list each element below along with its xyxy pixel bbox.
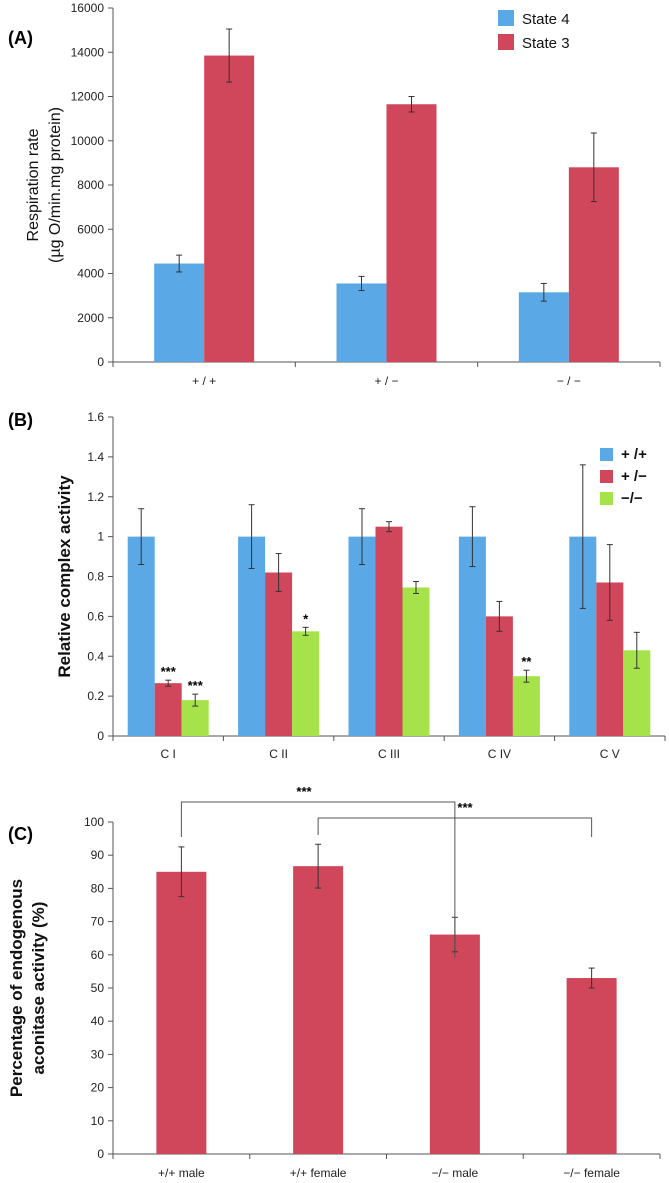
legend-swatch bbox=[498, 10, 514, 26]
y-axis-label: Respiration rate bbox=[25, 128, 42, 241]
legend-swatch bbox=[600, 492, 613, 505]
y-tick-label: 1.4 bbox=[87, 450, 104, 464]
legend-label: State 3 bbox=[522, 35, 570, 52]
y-tick-label: 20 bbox=[91, 1081, 105, 1095]
bar bbox=[154, 263, 205, 362]
y-tick-label: 0.2 bbox=[87, 689, 104, 703]
y-tick-label: 50 bbox=[91, 981, 105, 995]
bar bbox=[293, 866, 344, 1154]
legend-label: + /+ bbox=[621, 446, 647, 463]
bar bbox=[204, 55, 255, 362]
bar bbox=[429, 934, 480, 1154]
x-tick-label: C III bbox=[378, 747, 400, 761]
bar bbox=[127, 536, 155, 736]
y-tick-label: 1 bbox=[97, 530, 104, 544]
bar bbox=[386, 104, 437, 363]
panel-label: (A) bbox=[8, 28, 33, 48]
bar bbox=[156, 871, 207, 1154]
bar bbox=[348, 536, 376, 736]
x-tick-label: C V bbox=[600, 747, 620, 761]
y-tick-label: 4000 bbox=[77, 267, 104, 281]
y-tick-label: 0.8 bbox=[87, 570, 104, 584]
y-tick-label: 6000 bbox=[77, 222, 104, 236]
panel-label: (C) bbox=[8, 824, 33, 844]
y-tick-label: 14000 bbox=[71, 45, 105, 59]
y-tick-label: 10 bbox=[91, 1114, 105, 1128]
significance-marker: *** bbox=[188, 678, 204, 693]
significance-marker: *** bbox=[296, 784, 312, 799]
y-tick-label: 8000 bbox=[77, 178, 104, 192]
panel-a-chart: (A) Respiration rate (µg O/min.mg protein)… bbox=[8, 1, 661, 388]
bar bbox=[375, 526, 403, 736]
y-tick-label: 60 bbox=[91, 948, 105, 962]
y-axis-label: Relative complex activity bbox=[55, 475, 74, 678]
legend-swatch bbox=[600, 470, 613, 483]
significance-marker: *** bbox=[161, 664, 177, 679]
bar bbox=[265, 572, 293, 736]
legend-swatch bbox=[498, 34, 514, 50]
y-tick-label: 70 bbox=[91, 915, 105, 929]
y-tick-label: 0 bbox=[97, 729, 104, 743]
x-tick-label: C IV bbox=[488, 747, 511, 761]
y-tick-label: 10000 bbox=[71, 134, 105, 148]
y-tick-label: 0 bbox=[97, 1147, 104, 1161]
x-tick-label: + / − bbox=[374, 374, 398, 388]
bar bbox=[566, 978, 617, 1154]
legend-label: State 4 bbox=[522, 11, 570, 28]
bar bbox=[485, 616, 513, 736]
significance-marker: * bbox=[303, 611, 309, 626]
y-tick-label: 2000 bbox=[77, 311, 104, 325]
legend-label: + /− bbox=[621, 468, 647, 485]
x-tick-label: −/− male bbox=[432, 1166, 479, 1180]
legend-swatch bbox=[600, 448, 613, 461]
significance-marker: *** bbox=[457, 800, 473, 815]
x-tick-label: +/+ female bbox=[290, 1166, 347, 1180]
x-tick-label: +/+ male bbox=[158, 1166, 205, 1180]
panel-b-chart: (B) Relative complex activity 0 0.2 0.4 0.6 0.… bbox=[8, 410, 666, 761]
y-tick-label: 0.6 bbox=[87, 609, 104, 623]
y-tick-label: 0.4 bbox=[87, 649, 104, 663]
y-tick-label: 1.6 bbox=[87, 410, 104, 424]
y-tick-label: 1.2 bbox=[87, 490, 104, 504]
bar bbox=[154, 683, 182, 736]
y-axis-label: Percentage of endogenous bbox=[7, 879, 26, 1097]
panel-label: (B) bbox=[8, 410, 33, 430]
legend-label: −/− bbox=[621, 490, 643, 507]
bar bbox=[292, 631, 320, 736]
bar bbox=[402, 587, 430, 736]
y-tick-label: 16000 bbox=[71, 1, 105, 15]
y-axis-label: aconitase activity (%) bbox=[29, 902, 48, 1075]
bar bbox=[238, 536, 266, 736]
y-tick-label: 100 bbox=[84, 815, 104, 829]
x-tick-label: C II bbox=[269, 747, 288, 761]
y-tick-label: 30 bbox=[91, 1047, 105, 1061]
x-tick-label: − / − bbox=[557, 374, 581, 388]
y-tick-label: 0 bbox=[97, 355, 104, 369]
y-tick-label: 90 bbox=[91, 848, 105, 862]
significance-marker: ** bbox=[521, 654, 532, 669]
bar bbox=[512, 676, 540, 736]
x-tick-label: + / + bbox=[192, 374, 216, 388]
significance-bracket bbox=[180, 801, 456, 958]
x-tick-label: C I bbox=[161, 747, 176, 761]
y-tick-label: 12000 bbox=[71, 90, 105, 104]
bar bbox=[336, 283, 387, 362]
bar bbox=[518, 292, 569, 362]
y-axis-label: (µg O/min.mg protein) bbox=[47, 107, 64, 263]
y-tick-label: 80 bbox=[91, 881, 105, 895]
significance-bracket bbox=[317, 817, 593, 837]
bar bbox=[458, 536, 486, 736]
panel-c-chart: (C) Percentage of endogenous aconitase act… bbox=[7, 784, 661, 1180]
x-tick-label: −/− female bbox=[563, 1166, 620, 1180]
y-tick-label: 40 bbox=[91, 1014, 105, 1028]
